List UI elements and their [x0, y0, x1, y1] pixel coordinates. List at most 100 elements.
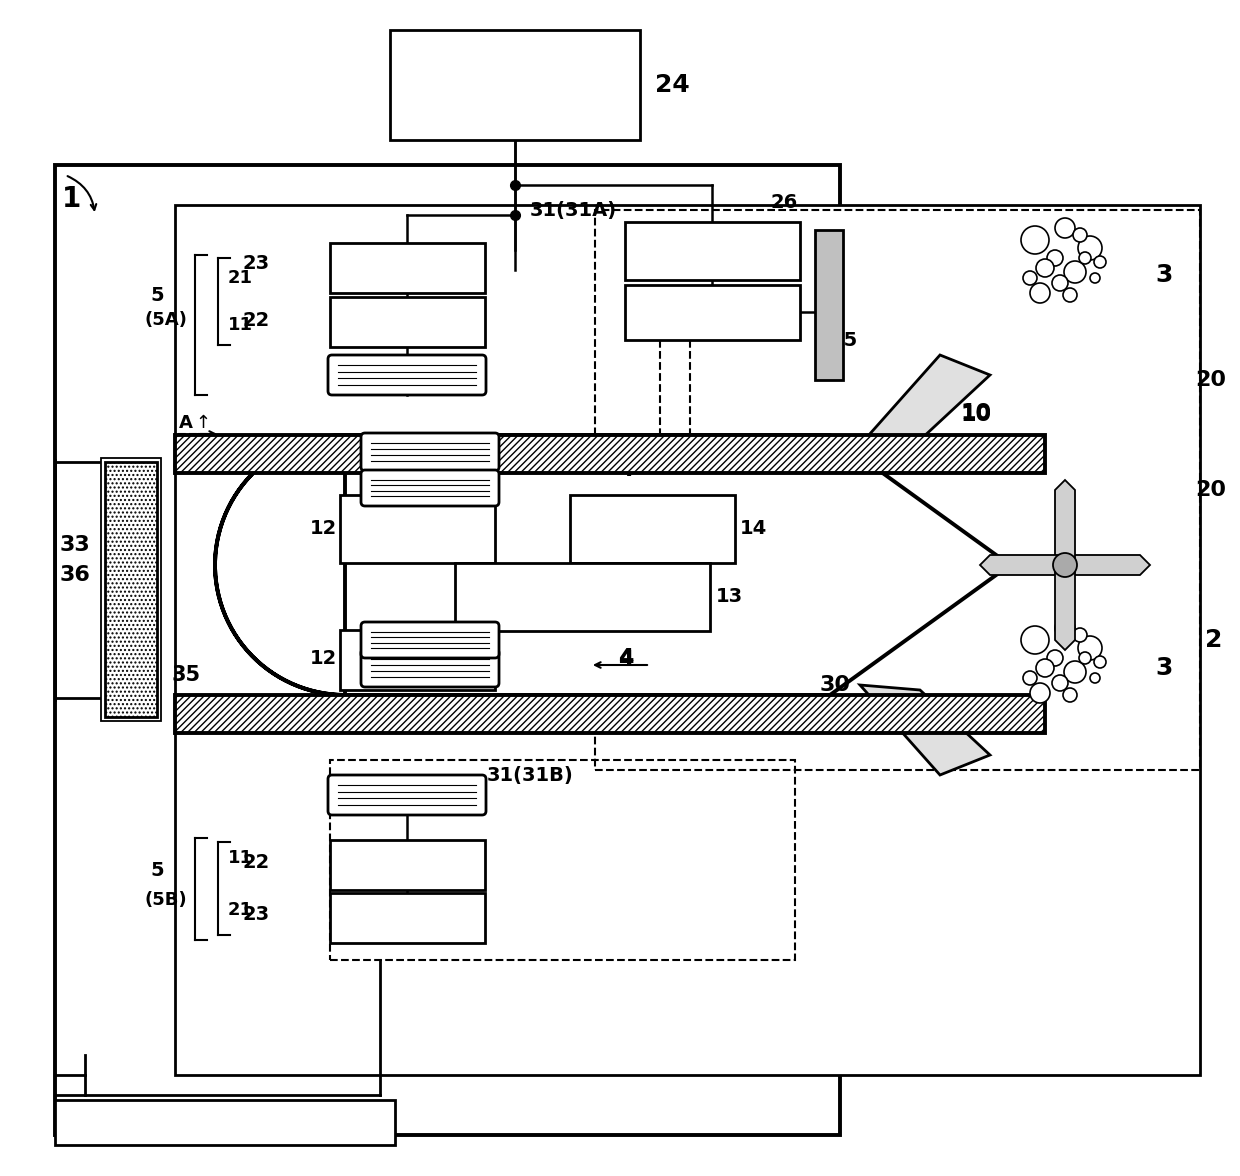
Text: 22: 22	[242, 310, 269, 329]
Text: 20: 20	[1195, 370, 1226, 390]
Circle shape	[1052, 675, 1068, 691]
Text: 2: 2	[1205, 628, 1223, 652]
FancyBboxPatch shape	[329, 775, 486, 815]
Text: 4: 4	[618, 650, 634, 670]
Text: 20: 20	[1195, 480, 1226, 500]
Bar	[340, 495, 495, 563]
Text: 1: 1	[62, 185, 82, 213]
FancyBboxPatch shape	[361, 622, 498, 659]
Bar	[330, 840, 485, 890]
Text: A$\uparrow$: A$\uparrow$	[179, 414, 208, 432]
Circle shape	[1078, 636, 1102, 660]
Text: (5A): (5A)	[144, 310, 187, 329]
Bar	[625, 285, 800, 340]
Text: (5B): (5B)	[144, 891, 187, 909]
Circle shape	[1090, 673, 1100, 683]
Text: 5: 5	[150, 286, 164, 305]
Text: 33: 33	[60, 535, 91, 555]
Bar	[391, 31, 640, 140]
Circle shape	[1023, 270, 1037, 285]
Circle shape	[1023, 671, 1037, 684]
Circle shape	[1079, 252, 1091, 263]
Circle shape	[1073, 228, 1087, 242]
Text: 30: 30	[820, 675, 851, 695]
Text: 3: 3	[1154, 263, 1172, 287]
Text: 10: 10	[960, 405, 991, 425]
FancyBboxPatch shape	[361, 649, 498, 687]
Text: 36: 36	[60, 564, 91, 584]
Bar	[455, 563, 711, 632]
Text: 14: 14	[740, 519, 768, 537]
Circle shape	[1064, 261, 1086, 283]
Bar	[175, 695, 1045, 733]
Text: 21: 21	[228, 269, 253, 287]
Text: 12: 12	[310, 519, 337, 537]
Bar	[175, 205, 1200, 1075]
Text: 4: 4	[618, 648, 634, 668]
Text: 13: 13	[715, 587, 743, 606]
Circle shape	[1047, 650, 1063, 666]
Circle shape	[1094, 656, 1106, 668]
Circle shape	[1047, 250, 1063, 266]
Text: 25: 25	[830, 330, 857, 349]
Circle shape	[1090, 273, 1100, 283]
Polygon shape	[980, 555, 1065, 575]
Text: 23: 23	[242, 254, 269, 273]
Text: 35: 35	[172, 452, 201, 472]
Text: 12: 12	[310, 648, 337, 668]
Bar	[330, 298, 485, 347]
Text: A$\downarrow$: A$\downarrow$	[179, 707, 208, 724]
Circle shape	[1052, 275, 1068, 290]
Circle shape	[1064, 661, 1086, 683]
Bar	[595, 211, 1200, 770]
Polygon shape	[861, 684, 990, 775]
Text: 26: 26	[770, 193, 797, 212]
Text: 11: 11	[228, 316, 253, 334]
Text: 31(31A): 31(31A)	[529, 200, 618, 220]
Circle shape	[1078, 236, 1102, 260]
Circle shape	[1030, 683, 1050, 703]
Circle shape	[1030, 283, 1050, 303]
Polygon shape	[1065, 555, 1149, 575]
Polygon shape	[215, 435, 1011, 695]
Text: 35: 35	[172, 664, 201, 684]
Text: 5: 5	[150, 861, 164, 880]
Circle shape	[1021, 226, 1049, 254]
Circle shape	[1063, 288, 1078, 302]
Text: 22: 22	[242, 853, 269, 871]
Text: 10: 10	[960, 403, 991, 423]
Bar	[330, 893, 485, 943]
Circle shape	[1073, 628, 1087, 642]
Bar	[330, 760, 795, 960]
Bar	[175, 435, 1045, 473]
FancyBboxPatch shape	[361, 433, 498, 472]
Polygon shape	[1055, 480, 1075, 564]
Text: 11: 11	[228, 849, 253, 867]
Bar	[330, 243, 485, 293]
Bar	[105, 462, 157, 717]
Circle shape	[1055, 218, 1075, 238]
Text: 3: 3	[1154, 656, 1172, 680]
Text: 4: 4	[618, 460, 634, 480]
Text: 31(31B): 31(31B)	[486, 766, 573, 784]
Circle shape	[1035, 659, 1054, 677]
FancyBboxPatch shape	[361, 470, 498, 506]
FancyBboxPatch shape	[329, 355, 486, 395]
Bar	[55, 1100, 396, 1145]
Circle shape	[1063, 688, 1078, 702]
Bar	[175, 695, 1045, 733]
Circle shape	[1021, 626, 1049, 654]
Bar	[100, 457, 161, 721]
Circle shape	[1053, 553, 1078, 577]
Circle shape	[1035, 259, 1054, 278]
Circle shape	[1079, 652, 1091, 664]
Text: 21: 21	[228, 901, 253, 918]
Bar	[815, 230, 843, 380]
Bar	[55, 165, 839, 1135]
Text: 4: 4	[618, 457, 634, 477]
Polygon shape	[861, 355, 990, 445]
Bar	[625, 222, 800, 280]
Bar	[340, 630, 495, 690]
Text: 23: 23	[242, 906, 269, 924]
Bar	[570, 495, 735, 563]
